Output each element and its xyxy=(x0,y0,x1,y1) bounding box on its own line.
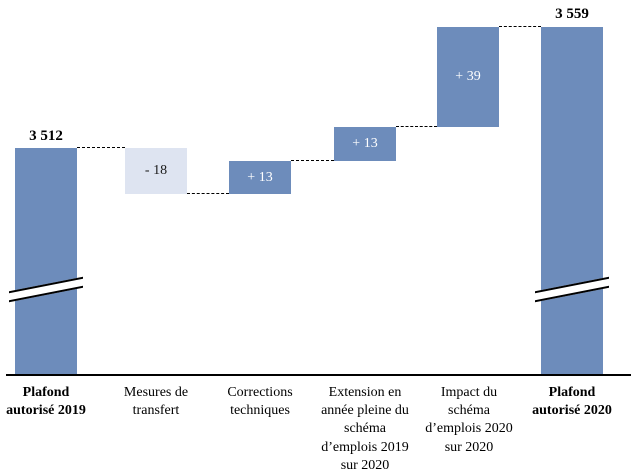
bar-value-label-mesures: - 18 xyxy=(144,163,168,178)
bar-value-label-impact: + 39 xyxy=(455,69,481,84)
category-label-corrections-techniques: Corrections techniques xyxy=(227,385,293,419)
connector-5 xyxy=(499,26,541,27)
bar-impact-schema-emplois: + 39 xyxy=(437,27,499,127)
bar-value-label-extension: + 13 xyxy=(352,136,378,151)
bar-extension-annee-pleine: + 13 xyxy=(334,127,396,161)
x-axis-line xyxy=(6,374,631,376)
connector-2 xyxy=(187,193,229,194)
category-label-impact-schema: Impact du schéma d’emplois 2020 sur 2020 xyxy=(425,385,513,455)
category-label-plafond-2020: Plafond autorisé 2020 xyxy=(532,385,612,419)
bar-value-label-corrections: + 13 xyxy=(247,169,273,185)
bar-plafond-autorise-2020 xyxy=(541,27,603,375)
bar-plafond-autorise-2019 xyxy=(15,148,77,375)
category-label-plafond-2019: Plafond autorisé 2019 xyxy=(6,385,86,419)
connector-1 xyxy=(77,147,125,148)
total-value-label-2020: 3 559 xyxy=(555,6,589,22)
bar-mesures-de-transfert: - 18 xyxy=(125,148,187,194)
connector-4 xyxy=(396,126,437,127)
bar-corrections-techniques: + 13 xyxy=(229,161,291,194)
connector-3 xyxy=(291,160,334,161)
category-label-extension-annee-pleine: Extension en année pleine du schéma d’em… xyxy=(321,385,409,473)
total-value-label-2019: 3 512 xyxy=(29,128,63,144)
category-label-mesures-transfert: Mesures de transfert xyxy=(123,385,189,419)
